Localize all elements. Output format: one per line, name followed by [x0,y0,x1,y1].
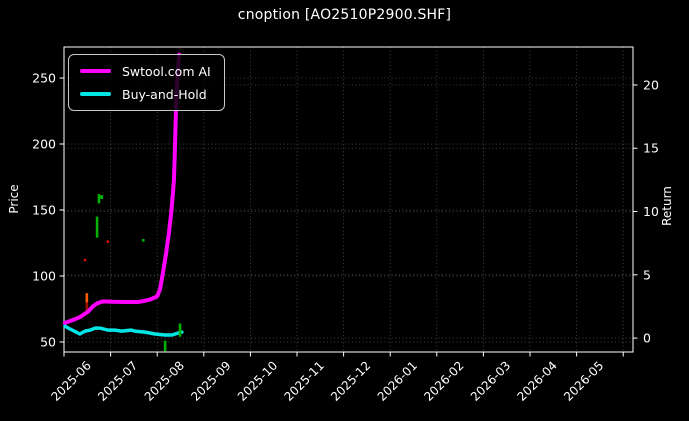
y-tick-label-left: 50 [40,334,56,349]
legend-swatch-swtool-ai [80,69,111,73]
trade-mark [83,258,87,262]
plot-border [63,46,634,353]
x-tick-label: 2025-11 [282,358,327,403]
legend: Swtool.com AI Buy-and-Hold [68,54,225,111]
y-tick-label-right: 10 [643,204,659,219]
trade-mark [141,239,145,242]
x-tick-label: 2025-09 [188,358,233,403]
chart-title: cnoption [AO2510P2900.SHF] [237,7,452,23]
y-axis-label-price: Price [7,184,21,214]
trade-mark [100,195,104,199]
y-tick-label-right: 20 [643,77,659,92]
y-tick-label-left: 200 [32,137,56,152]
x-tick-label: 2025-12 [328,358,373,403]
x-tick-label: 2025-10 [235,358,280,403]
x-tick-label: 2025-07 [95,358,140,403]
x-tick-label: 2026-01 [375,358,420,403]
legend-item-swtool-ai: Swtool.com AI [80,63,211,79]
x-tick-label: 2025-08 [142,358,187,403]
legend-item-buy-and-hold: Buy-and-Hold [80,86,211,102]
y-axis-label-return: Return [660,186,674,226]
x-tick-label: 2025-06 [48,358,93,403]
y-tick-label-right: 5 [643,267,651,282]
series-line-swtool-ai [62,52,182,325]
legend-label-swtool-ai: Swtool.com AI [122,63,211,79]
x-tick-label: 2026-05 [561,358,606,403]
y-tick-label-right: 15 [643,141,659,156]
x-tick-label: 2026-04 [515,358,560,403]
legend-label-buy-and-hold: Buy-and-Hold [122,86,207,102]
y-tick-label-left: 100 [32,268,56,283]
y-tick-label-left: 150 [32,202,56,217]
y-tick-label-left: 250 [32,71,56,86]
x-tick-label: 2026-02 [421,358,466,403]
trade-mark [106,240,110,243]
x-tick-label: 2026-03 [468,358,513,403]
series-line-buy-and-hold [63,324,184,337]
legend-swatch-buy-and-hold [80,92,111,96]
y-tick-label-right: 0 [643,331,651,346]
